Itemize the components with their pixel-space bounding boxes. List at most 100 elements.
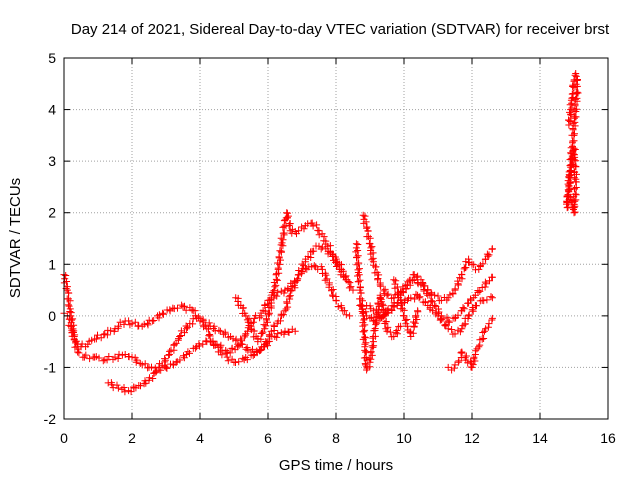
data-point-marker [224, 357, 232, 365]
data-point-marker [205, 319, 213, 327]
data-point-marker [263, 338, 271, 346]
data-point-marker [189, 320, 197, 328]
data-point-marker [409, 277, 417, 284]
data-point-marker [465, 255, 473, 263]
series-9 [390, 276, 422, 340]
data-point-marker [460, 265, 468, 273]
data-point-marker [397, 322, 405, 330]
data-point-marker [181, 302, 188, 310]
data-point-marker [404, 278, 412, 286]
data-point-marker [574, 76, 581, 83]
data-point-marker [310, 262, 318, 270]
data-point-marker [114, 355, 122, 362]
data-point-marker [64, 301, 72, 309]
data-point-marker [461, 264, 469, 271]
data-point-marker [133, 356, 141, 364]
data-point-marker [266, 332, 274, 340]
series-11 [563, 70, 582, 217]
plot-frame [63, 57, 609, 420]
data-point-marker [181, 329, 188, 337]
data-point-marker [394, 290, 402, 298]
data-point-marker [285, 222, 293, 229]
data-point-marker [437, 316, 445, 324]
data-point-marker [233, 343, 241, 351]
data-point-marker [253, 347, 261, 355]
data-point-marker [196, 342, 203, 350]
data-point-marker [409, 329, 417, 337]
data-point-marker [353, 253, 361, 261]
data-point-marker [285, 329, 293, 336]
x-tick-label: 16 [600, 430, 616, 446]
data-point-marker [449, 290, 457, 298]
data-point-marker [244, 346, 252, 354]
data-point-marker [210, 322, 218, 330]
data-point-marker [72, 337, 80, 345]
data-point-marker [329, 291, 336, 299]
data-point-marker [215, 326, 223, 334]
data-point-marker [128, 353, 136, 361]
data-point-marker [572, 184, 580, 191]
data-point-marker [114, 384, 122, 392]
data-point-marker [216, 327, 224, 335]
data-point-marker [283, 299, 291, 307]
data-point-marker [232, 359, 239, 366]
data-point-marker [274, 330, 282, 338]
data-point-marker [176, 333, 184, 340]
data-point-marker [569, 149, 577, 157]
data-point-marker [313, 221, 321, 229]
data-point-marker [451, 314, 459, 322]
data-point-marker [174, 336, 182, 344]
data-point-marker [163, 364, 171, 372]
data-point-marker [274, 264, 282, 272]
data-point-marker [412, 313, 420, 321]
data-point-marker [308, 219, 316, 227]
data-point-marker [368, 256, 376, 264]
data-point-marker [65, 295, 72, 303]
data-point-marker [178, 301, 186, 309]
data-point-marker [484, 323, 492, 331]
data-point-marker [310, 247, 318, 255]
data-point-marker [191, 344, 199, 352]
data-point-marker [488, 314, 496, 322]
data-point-marker [572, 83, 580, 91]
data-point-marker [279, 236, 287, 244]
data-point-marker [228, 344, 236, 352]
data-point-marker [414, 307, 422, 315]
data-point-marker [448, 326, 456, 333]
data-point-marker [410, 322, 418, 330]
data-point-marker [473, 302, 480, 310]
data-point-marker [571, 71, 579, 79]
data-point-marker [376, 294, 384, 302]
chart-title: Day 214 of 2021, Sidereal Day-to-day VTE… [71, 21, 610, 38]
data-point-marker [570, 144, 578, 152]
data-point-marker [361, 212, 369, 220]
data-point-marker [65, 289, 72, 297]
data-point-marker [465, 312, 473, 320]
data-point-marker [390, 303, 398, 311]
data-point-marker [166, 347, 174, 355]
data-point-marker [573, 88, 581, 96]
data-point-marker [565, 116, 572, 124]
data-point-marker [488, 245, 496, 253]
data-point-marker [356, 276, 364, 284]
data-point-marker [161, 356, 169, 364]
data-point-marker [361, 326, 369, 334]
data-point-marker [398, 305, 406, 313]
data-point-marker [287, 279, 295, 287]
data-point-marker [384, 290, 392, 298]
data-point-marker [432, 308, 440, 316]
data-point-marker [421, 282, 429, 290]
data-point-marker [569, 125, 577, 132]
data-point-marker [120, 320, 128, 328]
data-point-marker [354, 247, 362, 254]
data-point-marker [570, 107, 578, 115]
data-point-marker [210, 340, 218, 348]
data-point-marker [284, 212, 292, 220]
data-point-marker [443, 313, 451, 321]
data-points [60, 70, 582, 396]
data-point-marker [332, 255, 340, 263]
data-point-marker [367, 355, 375, 363]
data-point-marker [352, 248, 360, 256]
data-point-marker [182, 306, 190, 314]
